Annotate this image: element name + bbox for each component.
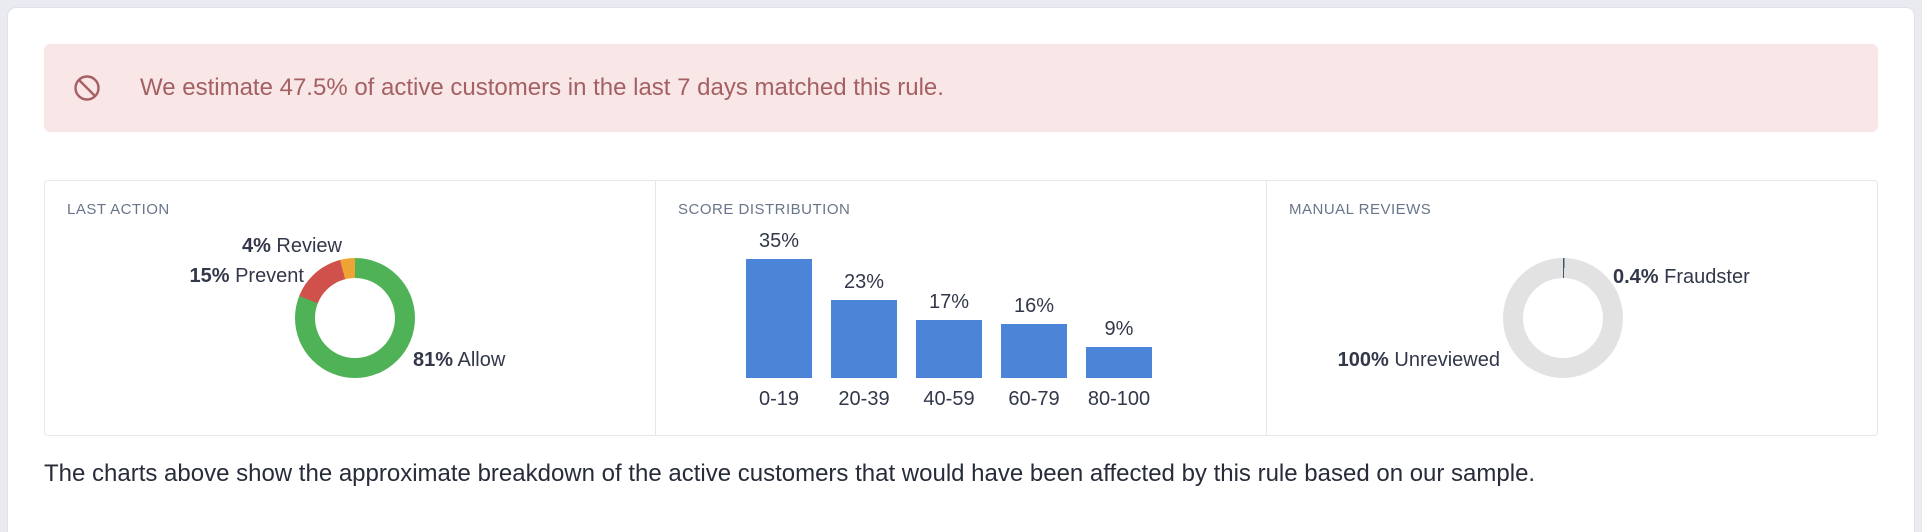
prevent-value: 15% (189, 265, 230, 287)
bar (831, 300, 897, 378)
bar-group: 23% (831, 271, 897, 378)
review-value: 4% (241, 235, 271, 257)
prevent-text: Prevent (235, 265, 304, 287)
fraudster-value: 0.4% (1613, 266, 1659, 288)
charts-explanation-text: The charts above show the approximate br… (44, 460, 1536, 487)
review-text: Review (276, 235, 342, 257)
unreviewed-text: Unreviewed (1394, 349, 1500, 371)
rule-results-card: We estimate 47.5% of active customers in… (8, 8, 1914, 532)
bar-group: 9% (1086, 318, 1152, 378)
manual-reviews-panel: MANUAL REVIEWS 0.4% Fraudster 100% Unrev… (1266, 181, 1877, 435)
score-distribution-bar-chart: 35% 23% 17% 16% 9% (746, 230, 1152, 378)
bar-group: 17% (916, 291, 982, 378)
circle-slash-icon (74, 75, 100, 101)
bar (1086, 347, 1152, 378)
estimate-alert-text: We estimate 47.5% of active customers in… (140, 74, 944, 101)
bar (1001, 324, 1067, 378)
review-label: 4% Review (45, 235, 342, 258)
bar-category-label: 20-39 (838, 388, 890, 410)
bar-category-label: 80-100 (1087, 388, 1151, 410)
prevent-label: 15% Prevent (45, 265, 304, 288)
bar-value-label: 9% (1104, 318, 1134, 340)
bar-group: 16% (1001, 295, 1067, 378)
bar-group: 35% (746, 230, 812, 378)
charts-panel: LAST ACTION 4% Review 15% Prevent 81% Al… (44, 180, 1878, 436)
bar-category-label: 60-79 (1008, 388, 1060, 410)
allow-text: Allow (457, 349, 506, 371)
last-action-title: LAST ACTION (67, 201, 170, 218)
manual-reviews-donut-chart (1503, 258, 1623, 378)
bar-value-label: 35% (758, 230, 800, 252)
fraudster-text: Fraudster (1664, 266, 1750, 288)
allow-label: 81% Allow (413, 349, 505, 372)
bar-value-label: 16% (1013, 295, 1055, 317)
bar-category-labels: 0-19 20-39 40-59 60-79 80-100 (746, 388, 1152, 411)
score-distribution-panel: SCORE DISTRIBUTION 35% 23% 17% 16% (655, 181, 1266, 435)
bar (916, 320, 982, 378)
unreviewed-label: 100% Unreviewed (1267, 349, 1500, 372)
estimate-alert-banner: We estimate 47.5% of active customers in… (44, 44, 1878, 132)
unreviewed-value: 100% (1337, 349, 1389, 371)
last-action-panel: LAST ACTION 4% Review 15% Prevent 81% Al… (45, 181, 655, 435)
bar-category-label: 0-19 (758, 388, 800, 410)
bar-category-label: 40-59 (923, 388, 975, 410)
manual-reviews-title: MANUAL REVIEWS (1289, 201, 1432, 218)
last-action-donut-chart (295, 258, 415, 378)
allow-value: 81% (413, 349, 454, 371)
bar-value-label: 17% (928, 291, 970, 313)
fraudster-label: 0.4% Fraudster (1613, 266, 1750, 289)
score-distribution-title: SCORE DISTRIBUTION (678, 201, 851, 218)
bar-value-label: 23% (843, 271, 885, 293)
bar (746, 259, 812, 378)
